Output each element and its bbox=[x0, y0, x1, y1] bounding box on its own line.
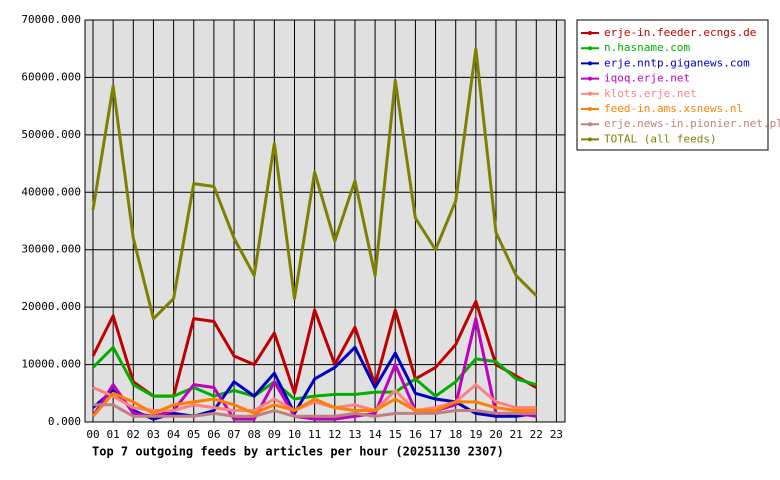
legend-label: erje.nntp.giganews.com bbox=[604, 56, 750, 69]
legend-marker bbox=[588, 137, 592, 142]
legend-marker bbox=[588, 122, 592, 127]
x-tick-label: 16 bbox=[409, 428, 422, 441]
y-tick-label: 40000.000 bbox=[21, 185, 81, 198]
x-tick-label: 05 bbox=[187, 428, 200, 441]
legend-marker bbox=[588, 61, 592, 66]
x-tick-label: 10 bbox=[288, 428, 301, 441]
series-line bbox=[91, 391, 537, 418]
x-tick-label: 03 bbox=[147, 428, 160, 441]
legend-label: erje.news-in.pionier.net.pl bbox=[604, 117, 780, 130]
series-line bbox=[91, 47, 538, 321]
legend-label: TOTAL (all feeds) bbox=[604, 132, 717, 145]
legend-label: n.hasname.com bbox=[604, 41, 690, 54]
y-tick-label: 60000.000 bbox=[21, 70, 81, 83]
legend-box bbox=[576, 19, 769, 151]
legend-marker bbox=[588, 31, 592, 35]
y-tick-label: 0.000 bbox=[48, 415, 81, 428]
y-tick-label: 70000.000 bbox=[21, 13, 81, 26]
x-tick-label: 23 bbox=[550, 428, 563, 441]
y-tick-label: 10000.000 bbox=[21, 358, 81, 371]
x-tick-label: 02 bbox=[127, 428, 140, 441]
x-tick-label: 18 bbox=[449, 428, 462, 441]
series-line bbox=[92, 383, 537, 413]
legend-label: feed-in.ams.xsnews.nl bbox=[604, 102, 743, 115]
legend-marker bbox=[588, 107, 592, 111]
x-tick-label: 22 bbox=[530, 428, 543, 441]
y-tick-label: 30000.000 bbox=[21, 243, 81, 256]
x-tick-label: 19 bbox=[469, 428, 482, 441]
legend-label: klots.erje.net bbox=[604, 87, 697, 100]
x-tick-label: 09 bbox=[268, 428, 281, 441]
x-tick-label: 11 bbox=[308, 428, 321, 441]
legend-marker bbox=[588, 76, 592, 81]
x-tick-label: 00 bbox=[86, 428, 99, 441]
y-tick-label: 50000.000 bbox=[21, 128, 81, 141]
x-tick-label: 12 bbox=[328, 428, 341, 441]
x-tick-label: 14 bbox=[368, 428, 382, 441]
series-line bbox=[91, 317, 537, 421]
x-tick-label: 13 bbox=[348, 428, 361, 441]
x-tick-label: 17 bbox=[429, 428, 442, 441]
series-line bbox=[93, 403, 537, 418]
x-tick-label: 06 bbox=[207, 428, 220, 441]
x-tick-label: 01 bbox=[107, 428, 120, 441]
legend-marker bbox=[588, 91, 592, 96]
y-tick-label: 20000.000 bbox=[21, 300, 81, 313]
x-tick-label: 20 bbox=[489, 428, 502, 441]
x-tick-label: 08 bbox=[248, 428, 261, 441]
legend-marker bbox=[588, 46, 592, 51]
x-tick-label: 04 bbox=[167, 428, 181, 441]
legend-label: iqoq.erje.net bbox=[604, 72, 690, 85]
x-tick-label: 15 bbox=[389, 428, 402, 441]
x-tick-label: 07 bbox=[227, 428, 240, 441]
x-tick-label: 21 bbox=[510, 428, 523, 441]
legend-label: erje-in.feeder.ecngs.de bbox=[604, 26, 756, 39]
chart-title: Top 7 outgoing feeds by articles per hou… bbox=[92, 445, 504, 459]
